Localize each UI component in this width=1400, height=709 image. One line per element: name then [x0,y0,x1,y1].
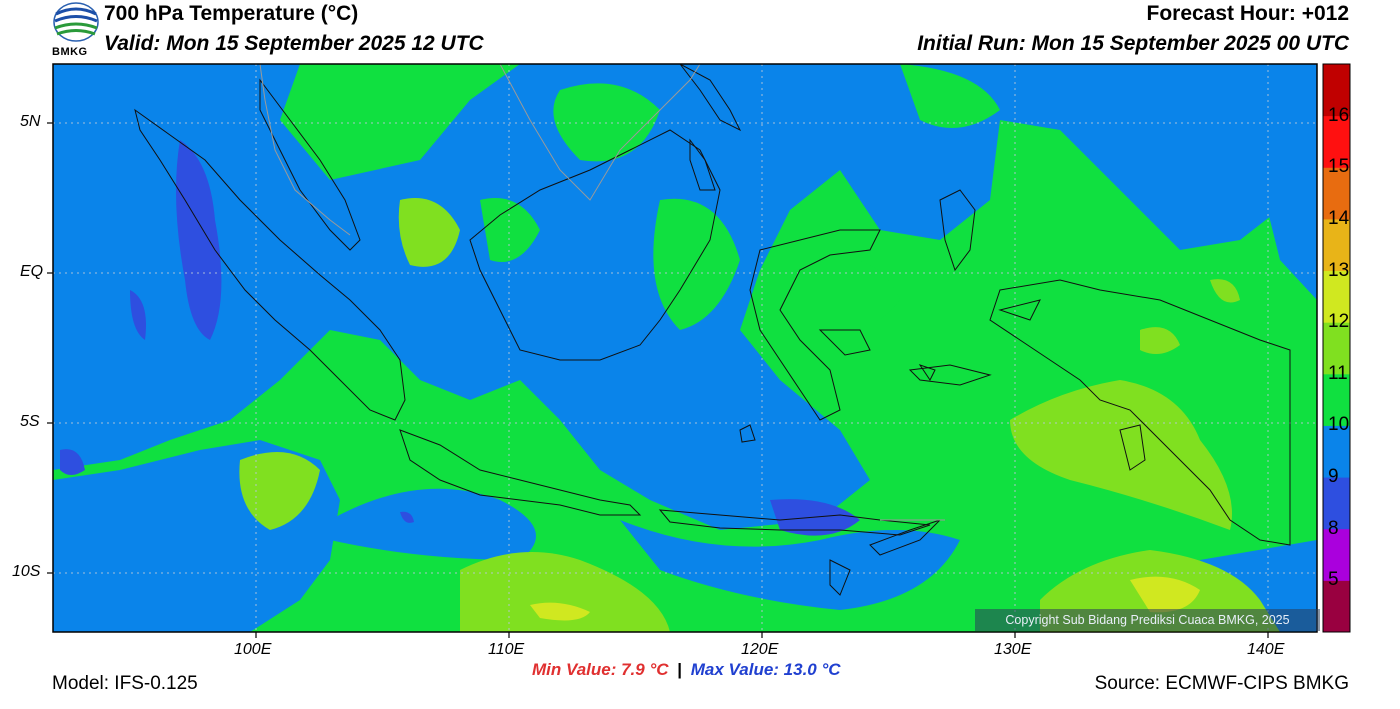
lat-tick-label: EQ [20,263,44,280]
colorbar-segment [1323,218,1350,272]
colorbar-segment [1323,64,1350,117]
colorbar-segment [1323,270,1350,323]
colorbar-label: 13 [1328,259,1350,281]
lon-tick-label: 110E [488,641,525,658]
lon-tick-label: 120E [741,641,779,658]
max-value: Max Value: 13.0 °C [690,660,841,679]
colorbar-label: 15 [1328,156,1350,178]
data-source: Source: ECMWF-CIPS BMKG [1094,673,1349,694]
copyright-notice: Copyright Sub Bidang Prediksi Cuaca BMKG… [975,609,1320,631]
lon-tick-label: 130E [994,641,1032,658]
map-title: 700 hPa Temperature (°C) [104,2,359,25]
colorbar-label: 14 [1328,207,1350,229]
min-max-values: Min Value: 7.9 °C | Max Value: 13.0 °C [532,660,841,680]
colorbar [1323,64,1350,633]
coastlines [134,64,1291,596]
colorbar-label: 12 [1328,311,1350,333]
logo-text: BMKG [52,46,88,58]
model-name: Model: IFS-0.125 [52,673,198,694]
colorbar-segment [1323,115,1350,168]
lat-tick-label: 10S [12,563,41,580]
temperature-field [53,64,1317,632]
colorbar-label: 8 [1328,517,1339,539]
lon-tick-label: 100E [234,641,272,658]
initial-run: Initial Run: Mon 15 September 2025 00 UT… [917,32,1349,55]
colorbar-segment [1323,580,1350,633]
colorbar-label: 16 [1328,104,1350,126]
colorbar-segment [1323,528,1350,581]
min-value: Min Value: 7.9 °C [532,660,669,679]
colorbar-label: 9 [1328,466,1339,488]
map-frame [52,63,1318,633]
valid-time: Valid: Mon 15 September 2025 12 UTC [104,32,484,55]
colorbar-segment [1323,477,1350,530]
colorbar-label: 10 [1328,414,1350,436]
forecast-hour: Forecast Hour: +012 [1146,2,1350,25]
lat-tick-label: 5N [20,113,41,130]
lat-tick-label: 5S [20,413,40,430]
lon-tick-label: 140E [1247,641,1285,658]
colorbar-segment [1323,167,1350,220]
colorbar-label: 5 [1328,569,1339,591]
colorbar-label: 11 [1328,362,1348,384]
bmkg-logo-icon [52,2,100,60]
colorbar-segment [1323,373,1350,426]
colorbar-segment [1323,425,1350,478]
value-separator: | [677,660,683,679]
colorbar-segment [1323,322,1350,375]
